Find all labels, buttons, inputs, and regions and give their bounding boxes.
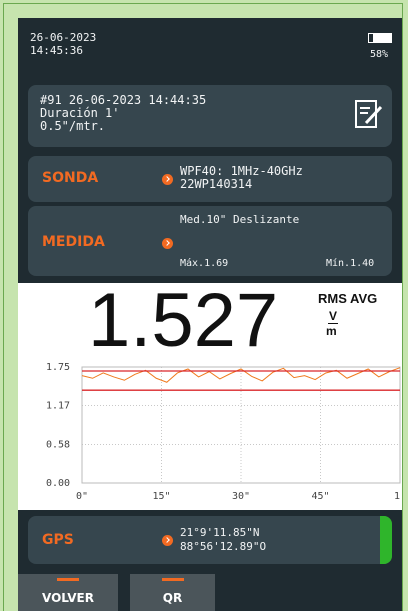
chart: 0.00 0.58 1.17 1.75 0" 15" 30" 45" 1' bbox=[46, 362, 402, 502]
unit-numerator: V bbox=[328, 309, 338, 324]
y-tick-label: 0.58 bbox=[46, 440, 70, 451]
time: 14:45:36 bbox=[30, 44, 83, 57]
y-tick-label: 1.75 bbox=[46, 362, 70, 373]
x-tick-label: 15" bbox=[152, 491, 170, 502]
arrow bbox=[162, 238, 173, 249]
x-tick-label: 45" bbox=[311, 491, 329, 502]
interval: 0.5"/mtr. bbox=[40, 119, 106, 133]
arrow bbox=[162, 174, 173, 185]
gps-panel[interactable]: GPS 21°9'11.85"N 88°56'12.89"O bbox=[28, 516, 392, 564]
battery-level: 58% bbox=[370, 49, 389, 60]
reading-mode: RMS AVG bbox=[318, 291, 378, 306]
x-tick-label: 0" bbox=[76, 491, 88, 502]
y-tick-label: 1.17 bbox=[46, 400, 70, 411]
probe-serial: 22WP140314 bbox=[180, 177, 253, 191]
reading-area: 1.527 RMS AVG V m 0.00 0.58 1.17 1.75 0" 15" 3… bbox=[18, 278, 402, 510]
probe-label: SONDA bbox=[42, 170, 99, 186]
plot-frame bbox=[81, 366, 401, 484]
measure-panel[interactable]: MEDIDA Med.10" Deslizante Máx.1.69 Mín.1… bbox=[28, 206, 392, 276]
probe-panel[interactable]: SONDA WPF40: 1MHz-40GHz 22WP140314 bbox=[28, 156, 392, 202]
duration: Duración 1' bbox=[40, 106, 120, 120]
x-tick-label: 30" bbox=[232, 491, 250, 502]
measure-mode: Med.10" Deslizante bbox=[180, 213, 300, 226]
back-button[interactable]: VOLVER bbox=[18, 574, 118, 611]
measure-max: Máx.1.69 bbox=[180, 258, 229, 269]
measure-label: MEDIDA bbox=[42, 234, 105, 250]
session-id: #91 26-06-2023 14:44:35 bbox=[40, 93, 207, 107]
arrow bbox=[162, 535, 173, 546]
measure-min: Mín.1.40 bbox=[326, 258, 375, 269]
edit-icon bbox=[355, 100, 383, 128]
gps-status bbox=[380, 516, 392, 564]
gps-lat: 21°9'11.85"N bbox=[180, 526, 260, 539]
device-screen: 26-06-2023 14:45:36 58% #91 26-06-2023 1… bbox=[18, 18, 402, 611]
unit-denominator: m bbox=[326, 324, 337, 338]
session-panel: #91 26-06-2023 14:44:35 Duración 1' 0.5"… bbox=[28, 85, 392, 147]
qr-button[interactable]: QR bbox=[130, 574, 215, 611]
gps-lon: 88°56'12.89"O bbox=[180, 540, 267, 553]
data-line bbox=[81, 367, 401, 383]
date: 26-06-2023 bbox=[30, 31, 97, 44]
y-tick-label: 0.00 bbox=[46, 478, 70, 489]
reading-value: 1.527 bbox=[88, 278, 279, 363]
gps-label: GPS bbox=[42, 532, 74, 548]
probe-model: WPF40: 1MHz-40GHz bbox=[180, 164, 303, 178]
x-tick-label: 1' bbox=[394, 491, 402, 502]
battery-icon bbox=[368, 33, 392, 43]
frame bbox=[3, 3, 403, 611]
